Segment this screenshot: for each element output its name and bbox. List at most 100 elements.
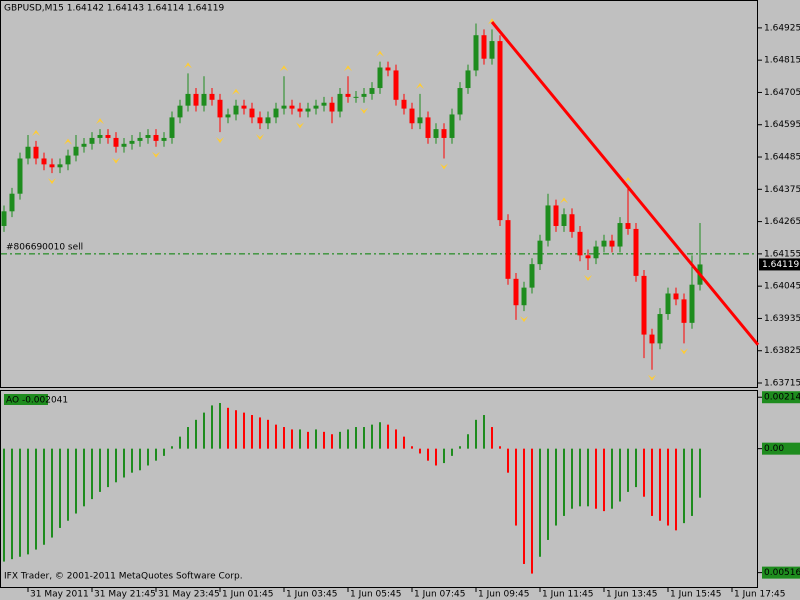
ao-bar: [571, 448, 573, 509]
ao-bar: [427, 448, 429, 461]
ao-bar: [523, 448, 525, 564]
chart-title: GBPUSD,M15 1.64142 1.64143 1.64114 1.641…: [4, 4, 224, 14]
ao-bar: [659, 448, 661, 521]
candle-body: [465, 70, 471, 89]
x-tick-label: 1 Jun 09:45: [478, 590, 529, 600]
ao-bar: [635, 448, 637, 488]
ao-bar: [451, 448, 453, 456]
ao-bar: [59, 448, 61, 528]
ao-bar: [131, 448, 133, 473]
ao-bar: [595, 448, 597, 509]
candle-body: [65, 155, 71, 165]
ao-bar: [691, 448, 693, 516]
candle-body: [689, 284, 695, 323]
y-tick-label: 1.64375: [764, 185, 800, 195]
ao-bar: [435, 448, 437, 466]
candle-body: [489, 41, 495, 59]
candle-body: [417, 117, 423, 124]
ao-bar: [419, 448, 421, 454]
ao-label-box: [4, 394, 48, 405]
fractal-up: [280, 65, 288, 72]
y-tick-label: 1.64045: [764, 282, 800, 292]
ao-bar: [35, 448, 37, 550]
candle-body: [265, 117, 271, 124]
fractal-down: [648, 374, 656, 381]
candle-body: [41, 158, 47, 165]
candle-body: [369, 88, 375, 94]
candle-body: [185, 93, 191, 106]
candle-body: [129, 140, 135, 144]
y-tick-label: 1.64705: [764, 88, 800, 98]
candle-body: [593, 246, 599, 259]
ao-bar: [123, 448, 125, 478]
candle-body: [457, 88, 463, 115]
x-tick-label: 1 Jun 07:45: [414, 590, 465, 600]
ao-bar: [339, 431, 341, 449]
candle-body: [609, 240, 615, 247]
ao-bar: [483, 415, 485, 449]
ao-bar: [259, 417, 261, 449]
fractal-up: [232, 88, 240, 95]
ao-bar: [243, 412, 245, 449]
ao-bar: [507, 448, 509, 473]
ao-bar: [139, 448, 141, 471]
x-tick-label: 1 Jun 13:45: [606, 590, 657, 600]
candle-body: [297, 108, 303, 112]
y-tick-label: 1.64155: [764, 249, 800, 259]
ao-bar: [203, 412, 205, 449]
candle-body: [17, 158, 23, 194]
candle-body: [241, 105, 247, 109]
candle-body: [169, 117, 175, 138]
candle-body: [529, 264, 535, 288]
ao-bar: [219, 403, 221, 449]
candle-body: [249, 108, 255, 118]
ao-bar: [675, 448, 677, 531]
ao-bar: [683, 448, 685, 524]
candle-body: [81, 143, 87, 147]
y-tick-label: 1.63825: [764, 346, 800, 356]
last-price-label: 1.64119: [762, 260, 799, 270]
candle-body: [513, 278, 519, 306]
x-tick-label: 31 May 21:45: [94, 590, 156, 600]
ao-bar: [75, 448, 77, 514]
candle-body: [673, 293, 679, 300]
candle-body: [105, 135, 111, 138]
ao-label: AO -0.002041: [6, 396, 68, 406]
ao-bar: [3, 448, 5, 562]
ao-bar: [347, 429, 349, 449]
candle-body: [473, 35, 479, 71]
candle-body: [73, 146, 79, 156]
ao-bar: [19, 448, 21, 557]
x-tick-label: 31 May 23:45: [158, 590, 220, 600]
ao-bar: [531, 448, 533, 574]
candle-body: [193, 93, 199, 106]
fractal-down: [584, 275, 592, 282]
y-tick-box: [762, 391, 800, 404]
candle-body: [145, 135, 151, 138]
candle-body: [353, 96, 359, 98]
y-tick-box: [762, 442, 800, 455]
ao-bar: [163, 448, 165, 456]
candle-body: [537, 240, 543, 265]
ao-bar: [475, 419, 477, 449]
candle-body: [33, 146, 39, 159]
candle-body: [313, 105, 319, 109]
fractal-down: [256, 134, 264, 141]
last-price-box: [759, 258, 800, 271]
ao-bar: [379, 422, 381, 449]
candle-body: [97, 135, 103, 138]
fractal-down: [152, 151, 160, 158]
candle-body: [1, 211, 7, 226]
candle-body: [377, 67, 383, 89]
candle-body: [641, 275, 647, 335]
candle-body: [273, 108, 279, 118]
candle-body: [201, 93, 207, 106]
candle-body: [217, 99, 223, 118]
candle-body: [433, 129, 439, 138]
candle-body: [337, 93, 343, 112]
ao-bar: [443, 448, 445, 464]
ao-bar: [371, 424, 373, 449]
y-tick-label: 0.002141: [764, 393, 800, 403]
